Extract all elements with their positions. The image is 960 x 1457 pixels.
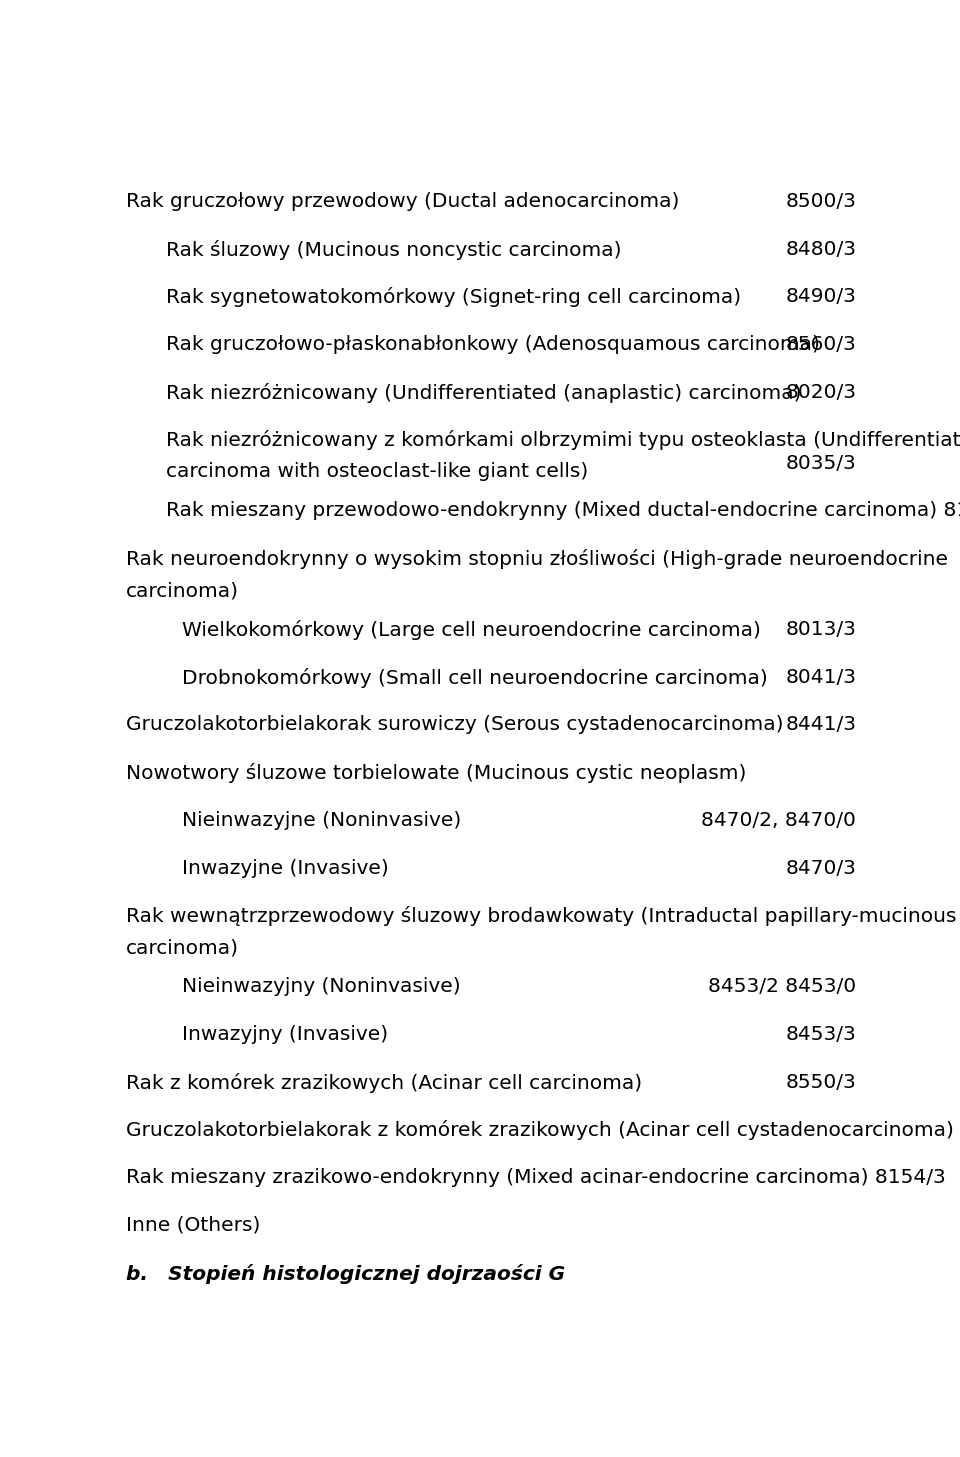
Text: Inne (Others): Inne (Others) <box>126 1217 260 1236</box>
Text: Rak z komórek zrazikowych (Acinar cell carcinoma): Rak z komórek zrazikowych (Acinar cell c… <box>126 1072 642 1093</box>
Text: 8441/3: 8441/3 <box>785 715 856 734</box>
Text: 8035/3: 8035/3 <box>785 453 856 472</box>
Text: Drobnokomórkowy (Small cell neuroendocrine carcinoma): Drobnokomórkowy (Small cell neuroendocri… <box>182 667 768 688</box>
Text: 8020/3: 8020/3 <box>785 383 856 402</box>
Text: Rak śluzowy (Mucinous noncystic carcinoma): Rak śluzowy (Mucinous noncystic carcinom… <box>166 239 622 259</box>
Text: Gruczolakotorbielakorak z komórek zrazikowych (Acinar cell cystadenocarcinoma) 8: Gruczolakotorbielakorak z komórek zrazik… <box>126 1120 960 1141</box>
Text: Inwazyjny (Invasive): Inwazyjny (Invasive) <box>182 1024 388 1043</box>
Text: Rak gruczołowo-płaskonabłonkowy (Adenosquamous carcinoma): Rak gruczołowo-płaskonabłonkowy (Adenosq… <box>166 335 821 354</box>
Text: 8550/3: 8550/3 <box>785 1072 856 1091</box>
Text: b. Stopień histologicznej dojrzaości G: b. Stopień histologicznej dojrzaości G <box>126 1263 565 1284</box>
Text: Wielkokomórkowy (Large cell neuroendocrine carcinoma): Wielkokomórkowy (Large cell neuroendocri… <box>182 619 761 640</box>
Text: Rak niezróżnicowany z komórkami olbrzymimi typu osteoklasta (Undifferentiated
ca: Rak niezróżnicowany z komórkami olbrzymi… <box>166 430 960 481</box>
Text: Nieinwazyjny (Noninvasive): Nieinwazyjny (Noninvasive) <box>182 978 461 997</box>
Text: 8490/3: 8490/3 <box>785 287 856 306</box>
Text: Rak niezróżnicowany (Undifferentiated (anaplastic) carcinoma): Rak niezróżnicowany (Undifferentiated (a… <box>166 383 802 402</box>
Text: Rak sygnetowatokomórkowy (Signet-ring cell carcinoma): Rak sygnetowatokomórkowy (Signet-ring ce… <box>166 287 742 307</box>
Text: Inwazyjne (Invasive): Inwazyjne (Invasive) <box>182 858 389 877</box>
Text: 8470/2, 8470/0: 8470/2, 8470/0 <box>702 812 856 830</box>
Text: Gruczolakotorbielakorak surowiczy (Serous cystadenocarcinoma): Gruczolakotorbielakorak surowiczy (Serou… <box>126 715 783 734</box>
Text: Rak mieszany zrazikowo-endokrynny (Mixed acinar-endocrine carcinoma) 8154/3: Rak mieszany zrazikowo-endokrynny (Mixed… <box>126 1169 946 1187</box>
Text: Rak wewnątrzprzewodowy śluzowy brodawkowaty (Intraductal papillary-mucinous
carc: Rak wewnątrzprzewodowy śluzowy brodawkow… <box>126 906 957 957</box>
Text: 8560/3: 8560/3 <box>785 335 856 354</box>
Text: 8470/3: 8470/3 <box>785 858 856 877</box>
Text: 8453/2 8453/0: 8453/2 8453/0 <box>708 978 856 997</box>
Text: 8041/3: 8041/3 <box>785 667 856 686</box>
Text: Nieinwazyjne (Noninvasive): Nieinwazyjne (Noninvasive) <box>182 812 461 830</box>
Text: Rak gruczołowy przewodowy (Ductal adenocarcinoma): Rak gruczołowy przewodowy (Ductal adenoc… <box>126 192 680 211</box>
Text: 8500/3: 8500/3 <box>785 192 856 211</box>
Text: Rak neuroendokrynny o wysokim stopniu złośliwości (High-grade neuroendocrine
car: Rak neuroendokrynny o wysokim stopniu zł… <box>126 549 948 600</box>
Text: 8480/3: 8480/3 <box>785 239 856 258</box>
Text: 8453/3: 8453/3 <box>785 1024 856 1043</box>
Text: 8013/3: 8013/3 <box>785 619 856 640</box>
Text: Nowotwory śluzowe torbielowate (Mucinous cystic neoplasm): Nowotwory śluzowe torbielowate (Mucinous… <box>126 763 747 782</box>
Text: Rak mieszany przewodowo-endokrynny (Mixed ductal-endocrine carcinoma) 8154/3: Rak mieszany przewodowo-endokrynny (Mixe… <box>166 501 960 520</box>
